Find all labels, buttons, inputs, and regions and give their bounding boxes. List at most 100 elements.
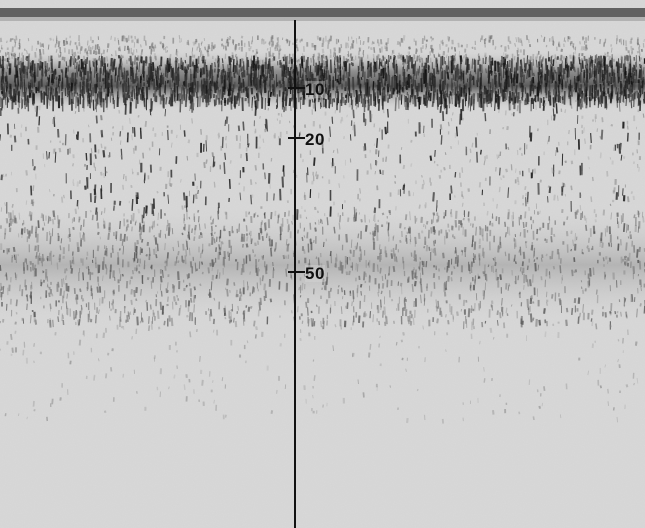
echo-speckle (98, 55, 100, 61)
echo-speckle (40, 62, 44, 69)
echo-speckle (222, 63, 225, 70)
echo-speckle (495, 61, 497, 71)
echo-speckle (512, 92, 516, 105)
echo-speckle (547, 196, 549, 203)
echo-speckle (95, 207, 98, 215)
echo-speckle (309, 222, 312, 230)
echo-speckle (100, 130, 104, 138)
echo-speckle (300, 76, 303, 81)
echo-speckle (104, 264, 107, 269)
echo-speckle (406, 97, 409, 111)
echo-speckle (125, 37, 129, 43)
echo-speckle (141, 49, 144, 53)
echo-speckle (628, 252, 631, 261)
echo-speckle (4, 92, 7, 106)
echo-speckle (311, 99, 314, 103)
echo-speckle (336, 253, 338, 262)
echo-speckle (341, 265, 344, 274)
echo-speckle (249, 66, 253, 79)
echo-speckle (608, 60, 612, 67)
echo-speckle (95, 115, 98, 124)
echo-speckle (551, 59, 553, 64)
echo-speckle (288, 40, 291, 47)
echo-speckle (369, 70, 371, 77)
echo-speckle (460, 71, 463, 80)
echo-speckle (638, 212, 641, 215)
echo-speckle (132, 270, 134, 275)
echo-speckle (185, 314, 189, 318)
echo-speckle (63, 194, 65, 199)
echo-speckle (543, 36, 546, 43)
echo-speckle (533, 259, 536, 262)
echo-speckle (454, 220, 458, 228)
echo-speckle (432, 192, 435, 202)
echo-speckle (264, 222, 267, 231)
echo-speckle (415, 275, 418, 280)
echo-speckle (368, 275, 371, 283)
echo-speckle (172, 285, 176, 293)
echo-speckle (410, 59, 413, 65)
echo-speckle (234, 43, 238, 50)
echo-speckle (272, 267, 275, 271)
echo-speckle (415, 71, 418, 80)
echo-speckle (144, 172, 146, 184)
echo-speckle (581, 289, 585, 294)
echo-speckle (486, 94, 489, 98)
echo-speckle (492, 257, 495, 261)
echo-speckle (259, 134, 262, 139)
echo-speckle (292, 68, 295, 74)
echo-speckle (543, 102, 547, 107)
echo-speckle (156, 190, 159, 194)
echo-speckle (333, 47, 337, 52)
echo-speckle (90, 83, 92, 96)
echo-speckle (309, 99, 312, 107)
echo-speckle (428, 86, 430, 92)
echo-speckle (291, 53, 295, 60)
echo-speckle (168, 315, 171, 322)
echo-speckle (169, 63, 172, 69)
echo-speckle (506, 126, 509, 131)
echo-speckle (37, 244, 40, 253)
echo-speckle (159, 229, 162, 239)
echo-speckle (326, 260, 330, 269)
echo-speckle (507, 44, 510, 50)
echo-speckle (573, 46, 575, 50)
echo-speckle (486, 210, 489, 216)
echo-speckle (149, 108, 152, 116)
echo-speckle (290, 275, 293, 280)
echo-speckle (78, 67, 81, 77)
echo-speckle (355, 262, 357, 271)
echo-speckle (608, 242, 611, 247)
echo-speckle (274, 47, 277, 52)
echo-speckle (230, 96, 233, 110)
echo-speckle (392, 247, 395, 257)
echo-speckle (104, 102, 107, 108)
echo-speckle (137, 115, 140, 118)
echo-speckle (631, 81, 634, 93)
echo-speckle (430, 47, 434, 53)
echo-speckle (108, 222, 111, 230)
echo-speckle (362, 54, 365, 58)
echo-speckle (461, 250, 464, 256)
echo-speckle (82, 108, 85, 112)
echo-speckle (203, 89, 206, 100)
echo-speckle (53, 117, 56, 127)
echo-speckle (279, 226, 282, 236)
echo-speckle (29, 62, 32, 77)
echo-speckle (473, 46, 477, 51)
echo-speckle (240, 233, 244, 242)
echo-speckle (630, 45, 633, 52)
echo-speckle (630, 81, 633, 85)
echo-speckle (514, 254, 516, 262)
echo-speckle (360, 76, 363, 81)
echo-speckle (500, 82, 502, 89)
echo-speckle (286, 55, 289, 61)
echo-speckle (460, 249, 464, 253)
echo-speckle (515, 37, 518, 43)
echo-speckle (93, 195, 97, 203)
echo-speckle (60, 238, 63, 244)
echo-speckle (185, 284, 188, 288)
echo-speckle (348, 256, 351, 261)
echo-speckle (533, 168, 537, 174)
echo-speckle (573, 87, 575, 92)
